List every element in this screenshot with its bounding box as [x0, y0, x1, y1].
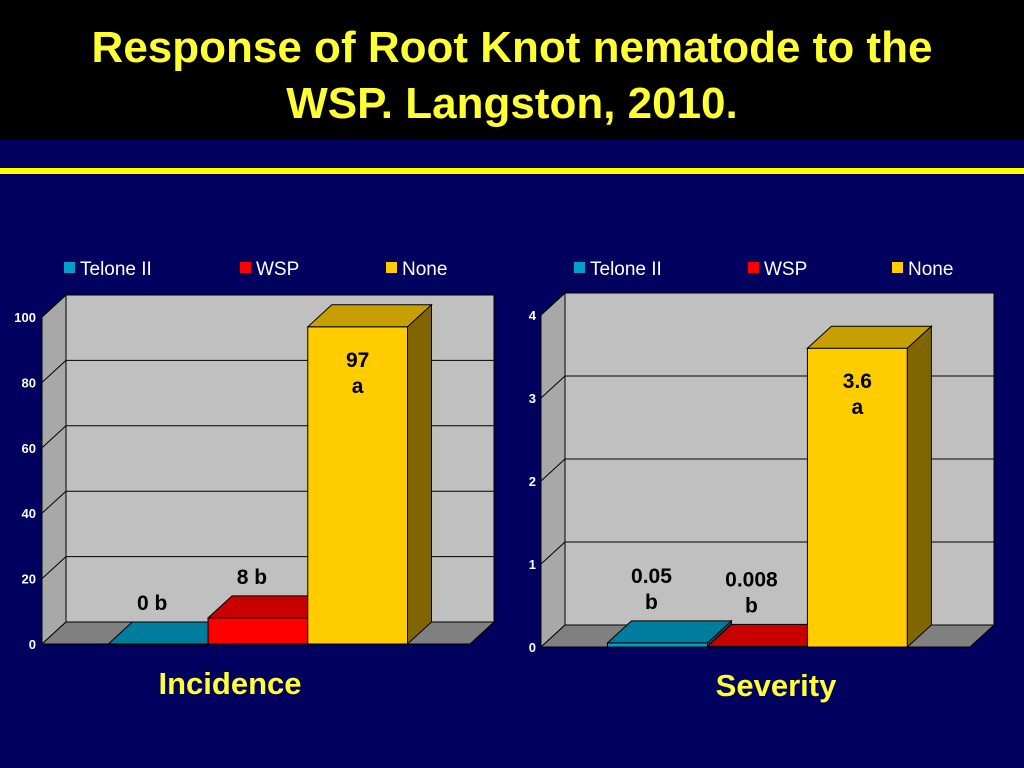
data-label-line: 3.6	[843, 370, 872, 393]
data-label-line: a	[352, 375, 364, 398]
legend-label-telone: Telone II	[590, 259, 662, 280]
severity-data-label-wsp: 0.008 b	[725, 568, 778, 617]
legend-label-wsp: WSP	[256, 259, 300, 280]
legend-swatch-wsp	[240, 262, 251, 274]
severity-y-tick-label: 4	[529, 308, 537, 323]
severity-bar-telone-ii	[606, 619, 733, 649]
incidence-chart: 0 20 40 60 80 100 0 b 8 b 97 a	[14, 293, 496, 652]
incidence-bar-none-front	[307, 326, 409, 645]
legend-swatch-none	[386, 262, 397, 274]
data-label-line: 97	[346, 349, 369, 372]
incidence-bar-none-side	[407, 303, 433, 646]
severity-y-tick-label: 1	[529, 557, 536, 572]
severity-gridline	[540, 292, 994, 316]
severity-data-label-telone-ii: 0.05 b	[631, 565, 672, 614]
incidence-legend-item-wsp: WSP	[240, 258, 299, 282]
data-label-line: b	[745, 594, 758, 617]
incidence-y-tick-label: 20	[22, 572, 36, 587]
incidence-y-tick-label: 0	[29, 637, 36, 652]
incidence-legend-item-telone: Telone II	[64, 258, 152, 282]
incidence-data-label-telone-ii: 0 b	[137, 592, 167, 615]
severity-chart: 0 1 2 3 4 0.05 b 0.008 b 3.6 a	[529, 291, 996, 655]
incidence-y-tick-label: 100	[14, 310, 36, 325]
severity-bar-none-side	[906, 325, 932, 649]
legend-swatch-wsp	[748, 262, 759, 274]
incidence-bar-none	[306, 303, 433, 646]
slide-title-line-1: Response of Root Knot nematode to the	[91, 23, 933, 72]
incidence-chart-caption: Incidence	[158, 666, 302, 701]
incidence-side-wall	[41, 293, 67, 646]
severity-y-tick-label: 2	[529, 474, 536, 489]
incidence-y-tick-label: 40	[22, 506, 36, 521]
legend-swatch-none	[892, 262, 903, 274]
severity-y-tick-label: 3	[529, 391, 536, 406]
title-underline-rule	[0, 168, 1024, 174]
incidence-legend-item-none: None	[386, 258, 447, 282]
severity-bar-telone-ii-front	[606, 642, 708, 648]
legend-label-none: None	[402, 259, 448, 280]
severity-legend: Telone II WSP None	[574, 258, 994, 282]
severity-legend-item-wsp: WSP	[748, 258, 807, 282]
legend-swatch-telone	[574, 262, 585, 274]
severity-chart-caption: Severity	[715, 668, 837, 703]
legend-label-none: None	[908, 259, 954, 280]
data-label-line: 0.05	[631, 565, 672, 588]
legend-swatch-telone	[64, 262, 75, 274]
severity-bar-none	[806, 325, 933, 649]
incidence-y-tick-label: 60	[22, 441, 36, 456]
severity-legend-item-none: None	[892, 258, 953, 282]
legend-label-wsp: WSP	[764, 259, 808, 280]
slide-title-line-2: WSP. Langston, 2010.	[286, 79, 738, 128]
data-label-line: 8 b	[237, 566, 267, 589]
severity-legend-item-telone: Telone II	[574, 258, 662, 282]
severity-y-tick-label: 0	[529, 640, 536, 655]
data-label-line: 0.008	[725, 568, 778, 591]
incidence-bar-wsp-front	[207, 617, 309, 645]
incidence-legend: Telone II WSP None	[64, 258, 484, 282]
incidence-gridline	[41, 294, 494, 318]
data-label-line: 0 b	[137, 592, 167, 615]
slide-title: Response of Root Knot nematode to the WS…	[0, 20, 1024, 132]
data-label-line: a	[852, 396, 864, 419]
severity-bar-none-front	[806, 347, 908, 648]
incidence-data-label-none: 97 a	[346, 349, 369, 398]
incidence-data-label-wsp: 8 b	[237, 566, 267, 589]
severity-data-label-none: 3.6 a	[843, 370, 872, 419]
incidence-y-tick-label: 80	[22, 375, 36, 390]
data-label-line: b	[645, 591, 658, 614]
legend-label-telone: Telone II	[80, 259, 152, 280]
title-bar	[0, 0, 1024, 140]
